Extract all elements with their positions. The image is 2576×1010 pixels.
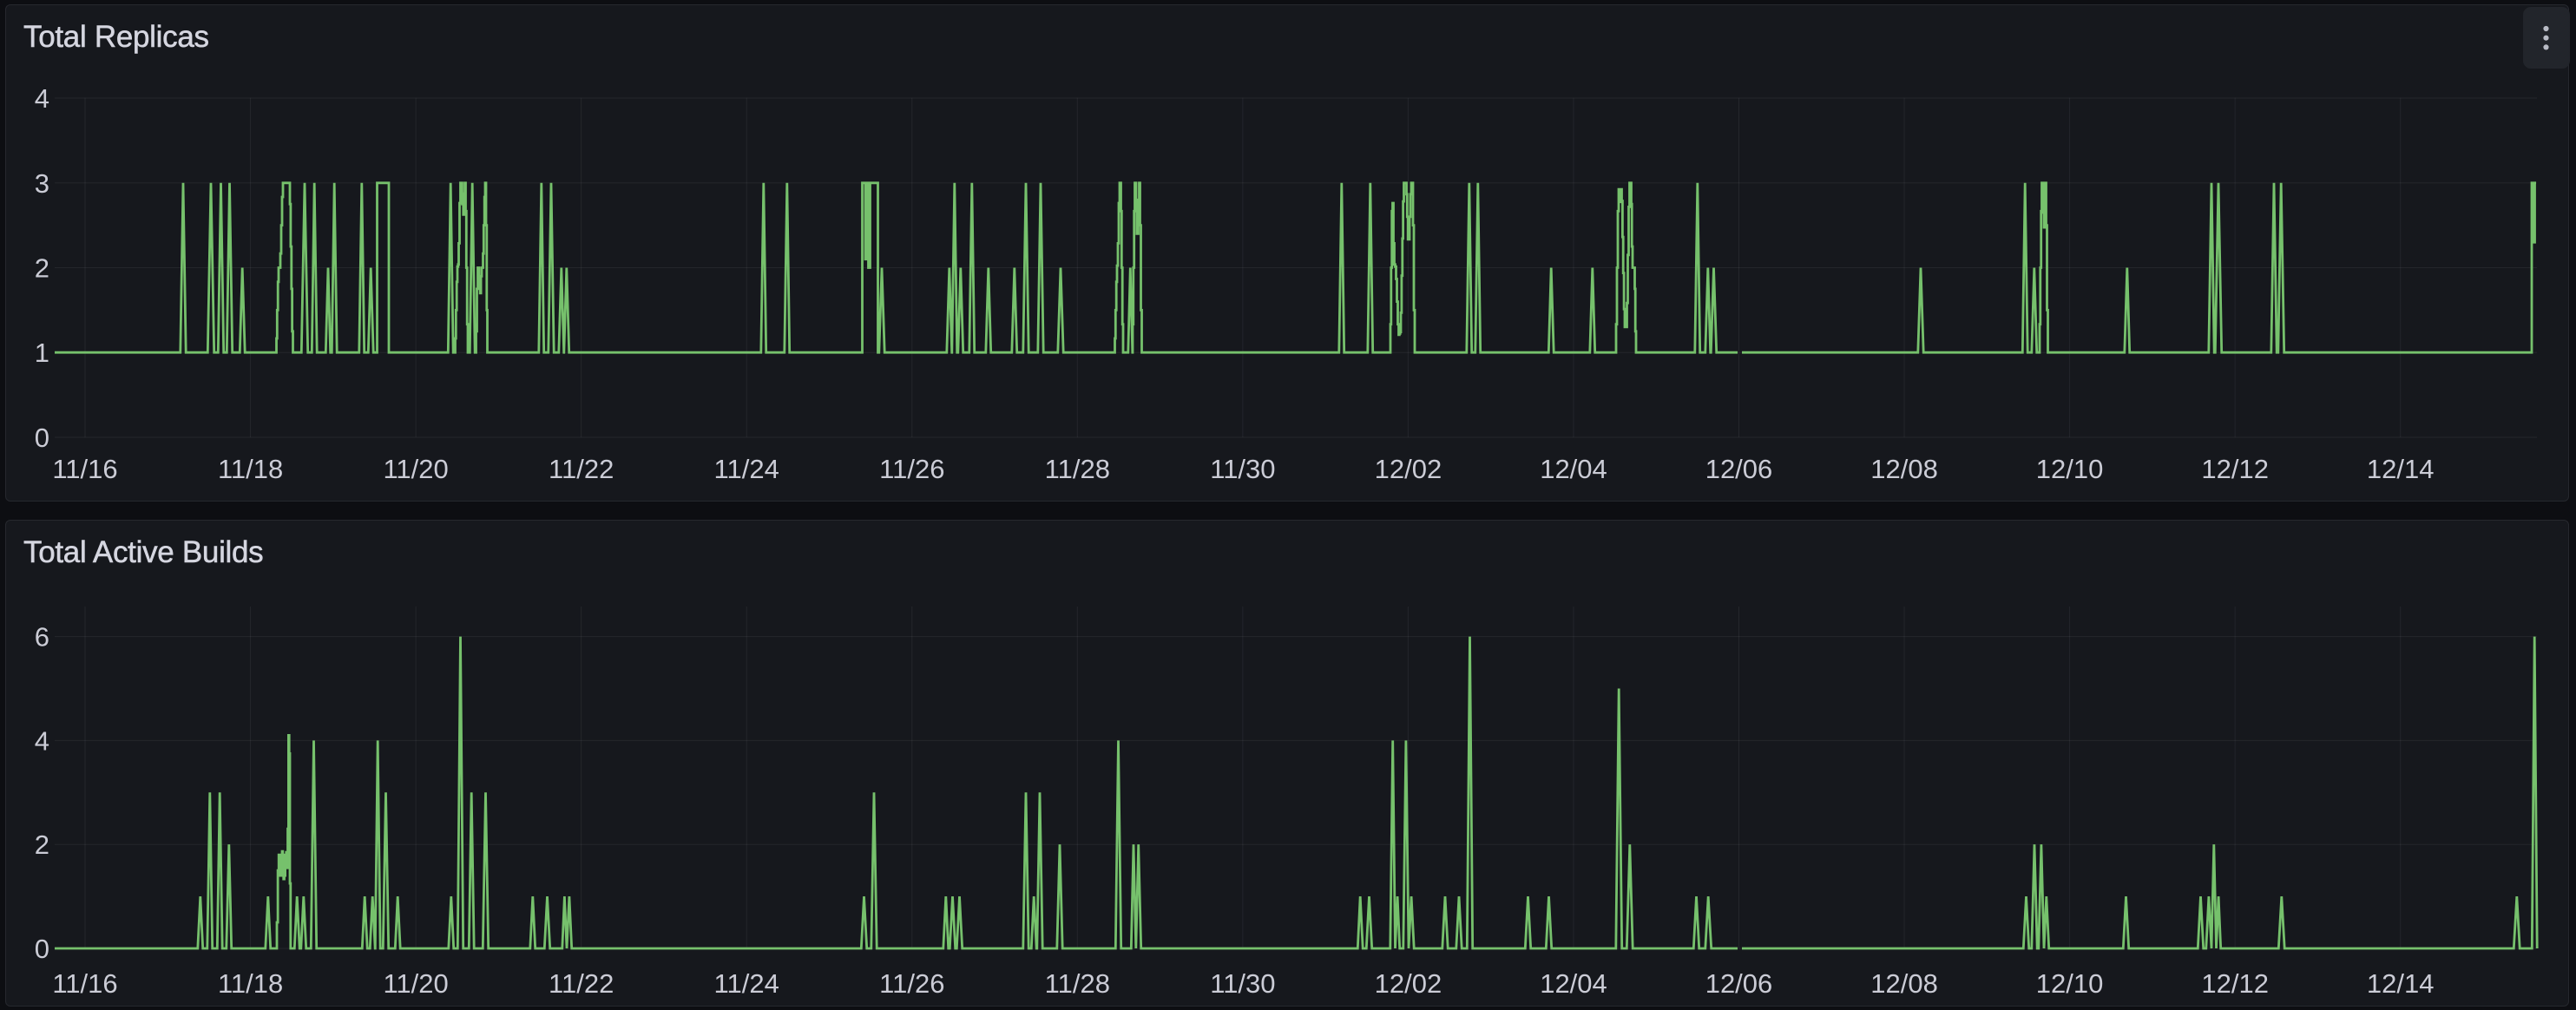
svg-text:12/14: 12/14 — [2367, 968, 2435, 999]
svg-text:6: 6 — [35, 622, 49, 653]
svg-text:12/04: 12/04 — [1540, 968, 1607, 999]
svg-text:11/24: 11/24 — [714, 968, 779, 999]
svg-text:12/08: 12/08 — [1870, 454, 1938, 484]
svg-text:3: 3 — [35, 168, 49, 199]
svg-text:11/28: 11/28 — [1045, 454, 1110, 484]
svg-text:0: 0 — [35, 423, 49, 453]
svg-text:11/20: 11/20 — [383, 454, 448, 484]
svg-text:12/02: 12/02 — [1375, 968, 1442, 999]
svg-text:11/24: 11/24 — [714, 454, 779, 484]
svg-text:4: 4 — [35, 725, 49, 756]
svg-text:12/14: 12/14 — [2367, 454, 2435, 484]
svg-text:11/16: 11/16 — [52, 968, 117, 999]
svg-text:0: 0 — [35, 934, 49, 964]
svg-text:11/22: 11/22 — [549, 454, 614, 484]
svg-text:12/08: 12/08 — [1870, 968, 1938, 999]
svg-text:11/28: 11/28 — [1045, 968, 1110, 999]
svg-text:12/10: 12/10 — [2036, 968, 2104, 999]
svg-text:12/10: 12/10 — [2036, 454, 2104, 484]
svg-text:11/30: 11/30 — [1210, 454, 1275, 484]
svg-text:12/12: 12/12 — [2201, 968, 2269, 999]
svg-text:12/02: 12/02 — [1375, 454, 1442, 484]
svg-text:12/04: 12/04 — [1540, 454, 1607, 484]
svg-text:11/18: 11/18 — [218, 968, 283, 999]
svg-text:11/20: 11/20 — [383, 968, 448, 999]
svg-text:11/30: 11/30 — [1210, 968, 1275, 999]
svg-text:11/26: 11/26 — [879, 968, 944, 999]
svg-text:12/06: 12/06 — [1705, 968, 1773, 999]
svg-text:11/16: 11/16 — [52, 454, 117, 484]
svg-text:11/26: 11/26 — [879, 454, 944, 484]
svg-text:12/06: 12/06 — [1705, 454, 1773, 484]
svg-text:2: 2 — [35, 830, 49, 860]
svg-text:2: 2 — [35, 253, 49, 284]
svg-text:12/12: 12/12 — [2201, 454, 2269, 484]
svg-text:11/22: 11/22 — [549, 968, 614, 999]
svg-text:4: 4 — [35, 83, 49, 114]
svg-text:11/18: 11/18 — [218, 454, 283, 484]
svg-text:1: 1 — [35, 338, 49, 368]
